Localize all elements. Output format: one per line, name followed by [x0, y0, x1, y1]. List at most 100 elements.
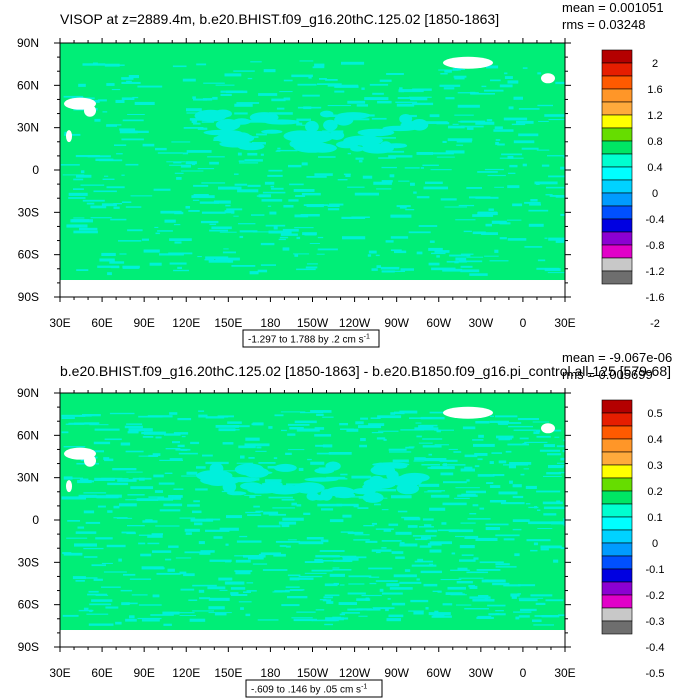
field-cell [87, 593, 108, 596]
field-cell [107, 272, 112, 276]
antarctica-mask [60, 280, 565, 297]
field-cell [164, 433, 181, 436]
field-cell [75, 531, 97, 534]
field-cell [481, 85, 487, 88]
x-tick-label: 30E [49, 666, 70, 680]
x-tick-label: 0 [520, 666, 527, 680]
field-cell [388, 155, 413, 158]
field-cell [326, 476, 346, 479]
field-cell [547, 155, 565, 157]
field-cell [181, 475, 204, 477]
field-cell [477, 458, 483, 461]
field-cell [255, 450, 267, 452]
colorbar-label: -0.3 [646, 616, 665, 628]
field-cell [88, 623, 114, 626]
field-cell [104, 63, 120, 67]
field-cell [488, 208, 494, 211]
field-cell [431, 252, 446, 255]
field-cell [101, 203, 117, 207]
contour-info-main: -.609 to .146 by .05 cm s [251, 685, 361, 696]
field-cell [264, 181, 275, 185]
field-cell [202, 98, 213, 101]
field-cell [257, 525, 281, 528]
field-cell [371, 432, 384, 434]
field-cell [256, 195, 266, 197]
field-cell [410, 599, 429, 603]
field-cell [398, 89, 404, 93]
field-cell [289, 427, 304, 430]
field-patch [325, 461, 341, 471]
field-cell [83, 492, 107, 494]
field-cell [225, 90, 248, 94]
field-cell [451, 552, 456, 555]
field-cell [534, 181, 558, 185]
field-cell [513, 611, 532, 613]
field-cell [105, 606, 119, 609]
field-cell [498, 491, 518, 495]
field-cell [517, 593, 521, 595]
field-cell [511, 596, 517, 599]
field-cell [275, 150, 281, 152]
contour-info-box: -1.297 to 1.788 by .2 cm s-1 [242, 329, 380, 348]
field-cell [536, 435, 551, 438]
field-cell [478, 595, 489, 597]
field-cell [475, 121, 495, 125]
field-cell [505, 450, 512, 453]
field-cell [327, 205, 340, 207]
field-cell [198, 541, 205, 545]
field-cell [533, 431, 540, 434]
field-cell [192, 122, 201, 125]
field-cell [76, 269, 89, 271]
field-cell [453, 451, 462, 453]
field-cell [410, 182, 415, 186]
field-cell [412, 88, 432, 91]
field-cell [147, 542, 160, 545]
field-cell [508, 106, 514, 110]
field-cell [490, 415, 494, 417]
field-cell [408, 610, 424, 612]
field-cell [179, 615, 196, 616]
field-cell [274, 590, 290, 593]
field-cell [470, 93, 495, 95]
field-cell [304, 572, 327, 574]
field-cell [245, 613, 251, 617]
field-cell [472, 504, 479, 507]
field-cell [485, 223, 492, 227]
field-cell [472, 231, 486, 235]
field-cell [220, 93, 232, 96]
field-cell [194, 522, 203, 526]
field-patch [370, 475, 384, 482]
field-cell [484, 168, 504, 171]
field-cell [90, 205, 107, 209]
field-cell [218, 186, 242, 190]
field-cell [99, 258, 115, 262]
field-cell [127, 525, 145, 527]
contour-info-text: -.609 to .146 by .05 cm s-1 [251, 684, 367, 696]
field-cell [430, 169, 452, 171]
field-cell [443, 87, 455, 90]
field-cell [347, 152, 351, 155]
field-cell [270, 185, 274, 188]
colorbar-label: 0.4 [647, 434, 662, 446]
field-cell [356, 608, 372, 611]
field-cell [308, 76, 312, 79]
y-tick-label: 0 [32, 513, 39, 527]
field-patch [386, 470, 399, 481]
field-cell [244, 159, 263, 162]
field-cell [271, 98, 286, 102]
field-cell [276, 149, 298, 152]
field-cell [63, 552, 83, 556]
field-cell [202, 454, 213, 457]
field-cell [157, 497, 173, 501]
field-cell [287, 539, 297, 541]
y-tick-label: 90N [17, 386, 39, 400]
field-cell [447, 138, 473, 142]
field-cell [97, 265, 120, 268]
field-cell [238, 223, 256, 225]
field-cell [280, 411, 306, 413]
field-cell [140, 553, 152, 557]
field-cell [138, 534, 150, 536]
field-cell [507, 443, 529, 446]
field-cell [327, 208, 340, 211]
